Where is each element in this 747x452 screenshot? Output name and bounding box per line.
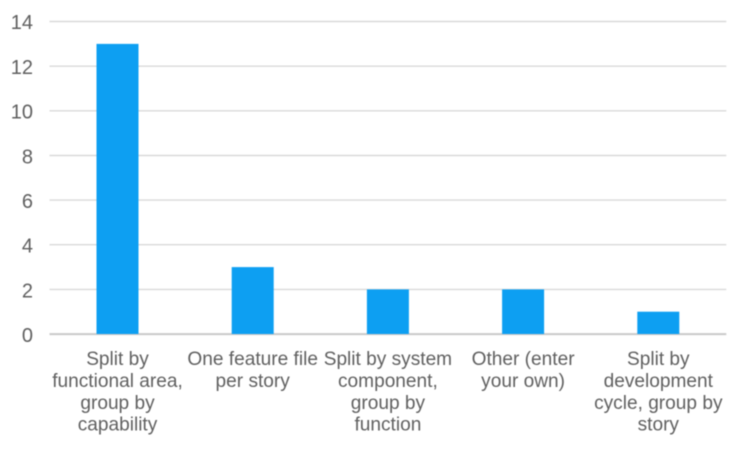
svg-text:0: 0: [22, 325, 33, 347]
svg-text:14: 14: [11, 12, 33, 34]
svg-text:12: 12: [11, 57, 33, 79]
svg-text:8: 8: [22, 146, 33, 168]
svg-text:6: 6: [22, 191, 33, 213]
svg-text:4: 4: [22, 236, 33, 258]
svg-text:2: 2: [22, 281, 33, 303]
svg-text:10: 10: [11, 102, 33, 124]
